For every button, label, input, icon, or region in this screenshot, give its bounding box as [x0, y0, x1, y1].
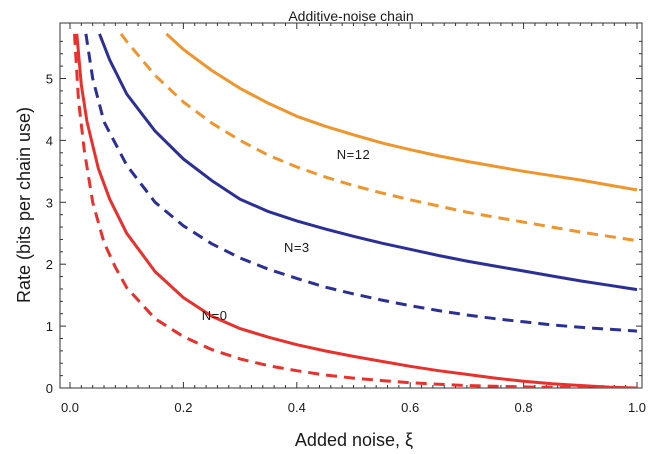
x-tick-label: 0.0 — [61, 400, 79, 415]
plot-area: 0.0 0.2 0.4 0.6 0.8 1.0 0 1 2 3 4 5 N=12 N=3 N=0 — [46, 22, 646, 415]
series-line-n12-dashed — [119, 32, 638, 243]
chart-title: Additive-noise chain — [288, 8, 413, 24]
x-tick-label: 0.8 — [515, 400, 533, 415]
x-tick-label: 0.6 — [401, 400, 419, 415]
y-axis-title: Rate (bits per chain use) — [14, 107, 34, 303]
x-axis-title: Added noise, ξ — [295, 430, 413, 450]
series-line-n0-dashed — [73, 33, 638, 388]
series-line-n3-solid — [98, 33, 638, 292]
plot-frame — [59, 22, 643, 389]
series-group — [73, 32, 638, 388]
curve-annotation: N=12 — [337, 147, 370, 162]
x-tick-label: 0.4 — [288, 400, 306, 415]
y-tick-label: 1 — [46, 319, 53, 334]
curve-annotation: N=3 — [284, 240, 310, 255]
y-tick-label: 5 — [46, 72, 53, 87]
curve-annotation: N=0 — [202, 308, 228, 323]
series-line-n3-dashed — [84, 33, 638, 333]
x-tick-label: 0.2 — [174, 400, 192, 415]
y-tick-label: 4 — [46, 133, 53, 148]
y-tick-label: 3 — [46, 195, 53, 210]
x-tick-label: 1.0 — [628, 400, 646, 415]
y-tick-label: 2 — [46, 257, 53, 272]
series-line-n0-solid — [75, 33, 638, 388]
series-line-n12-solid — [165, 32, 638, 192]
y-tick-label: 0 — [46, 381, 53, 396]
